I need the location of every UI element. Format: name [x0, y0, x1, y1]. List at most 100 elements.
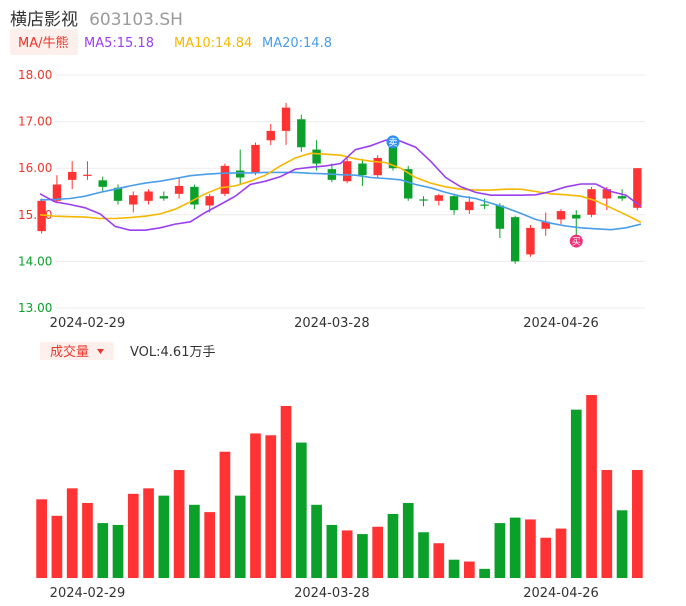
buy-signal-icon[interactable] [569, 234, 583, 248]
candle-body [633, 168, 642, 208]
volume-bar [158, 495, 170, 578]
volume-bar [295, 442, 307, 578]
volume-bar [51, 515, 63, 578]
y-tick-label: 14.00 [18, 254, 52, 268]
volume-legend-tag[interactable]: 成交量 [50, 344, 89, 360]
candle-body [312, 149, 321, 164]
volume-bar [402, 502, 414, 578]
signal-glyph: 卖 [388, 137, 397, 148]
volume-bar [36, 499, 47, 578]
volume-bar [448, 559, 460, 578]
volume-bar [570, 409, 582, 578]
candle-body [602, 189, 612, 199]
volume-bar [97, 523, 109, 578]
ma10-line [39, 152, 642, 224]
candle-body [281, 107, 291, 131]
candle-body [251, 144, 260, 173]
date-label: 2024-02-29 [50, 586, 126, 601]
volume-bar [280, 405, 292, 578]
date-axis-volume: 2024-02-29 2024-03-28 2024-04-26 [50, 586, 599, 601]
candle-body [129, 195, 138, 205]
candle-body [587, 189, 596, 215]
volume-bar [555, 528, 567, 578]
ma20-legend: MA20:14.8 [262, 36, 332, 51]
candles [37, 102, 642, 264]
volume-bars [36, 395, 643, 578]
volume-bar [479, 568, 490, 578]
candle-body [83, 174, 92, 176]
candle-body [342, 161, 352, 182]
candle-body [266, 130, 275, 141]
volume-bar [204, 512, 216, 578]
volume-bar [632, 470, 643, 578]
volume-bar [112, 524, 124, 578]
candle-body [617, 196, 627, 199]
candle-body [236, 170, 245, 178]
volume-bar [601, 470, 613, 578]
sell-signal-icon[interactable] [386, 135, 400, 149]
volume-bar [311, 504, 322, 578]
volume-bar [341, 530, 353, 578]
volume-bar [265, 435, 277, 578]
volume-bar [525, 519, 536, 578]
volume-bar [326, 524, 338, 578]
candle-body [358, 163, 367, 176]
volume-bar [540, 537, 552, 578]
date-label: 2024-03-28 [294, 316, 370, 331]
candle-body [373, 157, 382, 176]
date-label: 2024-03-28 [294, 586, 370, 601]
y-tick-label: 13.00 [18, 301, 52, 315]
ma5-legend: MA5:15.18 [84, 36, 154, 51]
volume-bar [82, 502, 93, 578]
candle-body [419, 199, 428, 201]
candle-body [465, 201, 474, 211]
volume-bar [219, 451, 231, 578]
candle-body [205, 196, 214, 206]
volume-bar [387, 513, 399, 578]
ma5-line [39, 139, 642, 231]
candle-body [388, 140, 398, 169]
candle-body [144, 191, 153, 201]
y-tick-label: 17.00 [18, 115, 52, 129]
candle-body [190, 186, 199, 205]
date-label: 2024-02-29 [50, 316, 126, 331]
ma-lines [39, 139, 642, 231]
candle-body [480, 204, 489, 206]
candle-body [404, 169, 413, 199]
volume-bar [250, 433, 261, 578]
date-axis-price: 2024-02-29 2024-03-28 2024-04-26 [50, 316, 599, 331]
price-grid [55, 74, 645, 309]
ma-legend-tag-bg [10, 29, 78, 55]
stock-header: 横店影视 603103.SH [10, 5, 183, 30]
candle-body [113, 187, 123, 201]
ma20-line [39, 171, 642, 231]
volume-bar [433, 543, 445, 578]
volume-bar [372, 526, 384, 578]
stock-name: 横店影视 [10, 10, 78, 30]
volume-bar [616, 510, 628, 578]
candle-body [98, 180, 107, 187]
ma-legend: MA/牛熊 MA5:15.18 MA10:14.84 MA20:14.8 [10, 29, 332, 55]
candle-body [174, 185, 184, 194]
volume-bar [127, 493, 139, 578]
signal-markers: 卖买 [386, 135, 583, 248]
date-label: 2024-04-26 [523, 316, 599, 331]
candle-body [510, 217, 520, 262]
volume-bar [189, 504, 200, 578]
ma-legend-tag[interactable]: MA/牛熊 [18, 35, 69, 51]
candle-body [526, 227, 535, 255]
candle-body [159, 196, 169, 199]
volume-bar [357, 534, 368, 578]
volume-legend-tag-bg [40, 342, 114, 360]
volume-bar [66, 488, 78, 578]
volume-bar [509, 517, 521, 578]
volume-bar [173, 470, 185, 578]
candle-body [434, 195, 443, 201]
stock-code: 603103.SH [89, 10, 183, 30]
candle-body [495, 205, 505, 229]
chevron-down-icon[interactable] [97, 349, 104, 354]
candle-body [67, 171, 77, 180]
ma10-legend: MA10:14.84 [174, 36, 252, 51]
